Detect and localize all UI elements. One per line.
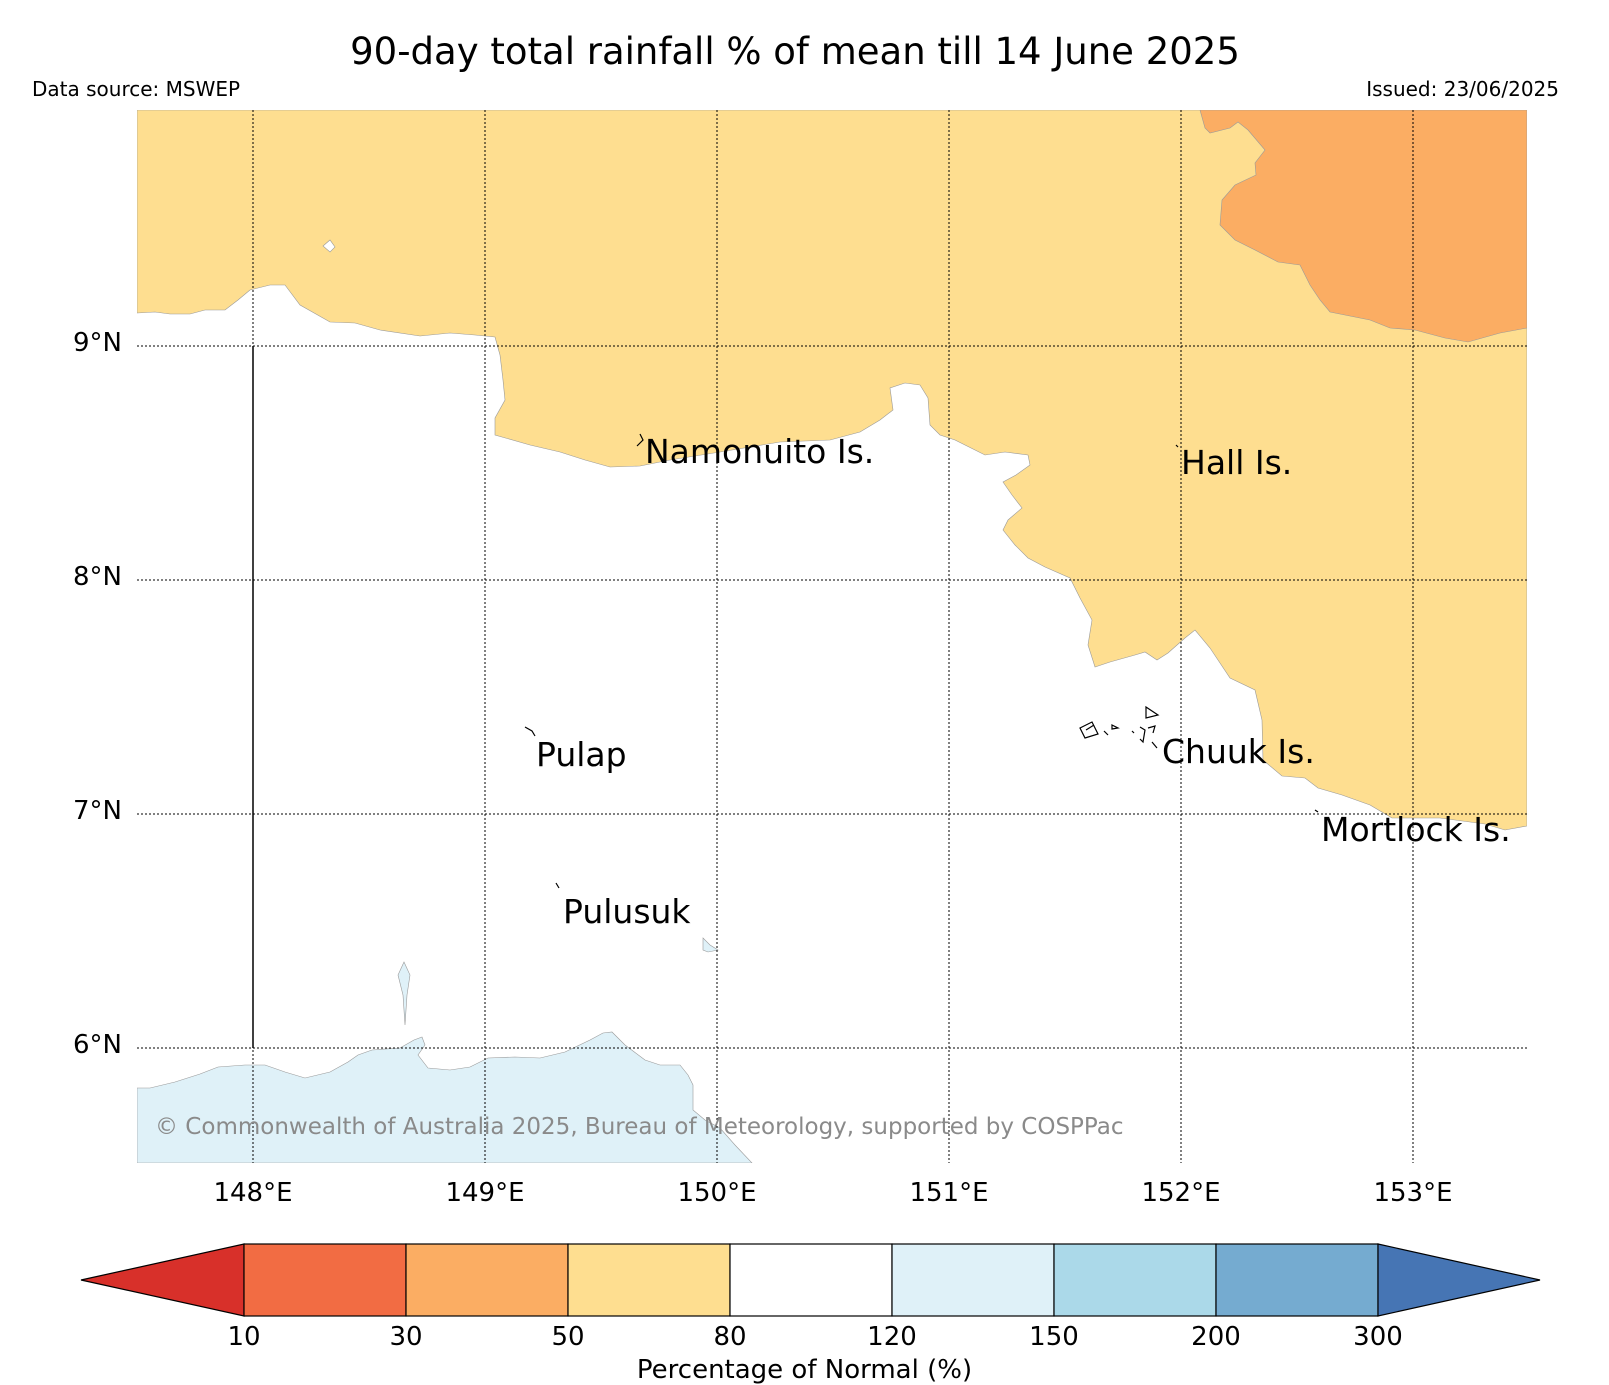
place-chuuk-islands: Chuuk Is. bbox=[1162, 732, 1315, 771]
lat-label-9n: 9°N bbox=[73, 328, 122, 358]
colorbar bbox=[80, 1243, 1541, 1317]
colorbar-tick-120: 120 bbox=[867, 1322, 917, 1352]
lat-label-6n: 6°N bbox=[73, 1030, 122, 1060]
place-pulusuk: Pulusuk bbox=[563, 892, 691, 931]
lon-label-148e: 148°E bbox=[213, 1178, 293, 1208]
lon-label-150e: 150°E bbox=[677, 1178, 757, 1208]
colorbar-segment-80-120 bbox=[729, 1243, 893, 1317]
colorbar-segment-50-80 bbox=[567, 1243, 731, 1317]
colorbar-extend-low bbox=[80, 1243, 245, 1317]
above-normal-patch-2 bbox=[702, 937, 719, 953]
colorbar-segment-200-300 bbox=[1215, 1243, 1379, 1317]
map-title: 90-day total rainfall % of mean till 14 … bbox=[350, 30, 1240, 73]
place-namonuito-islands: Namonuito Is. bbox=[645, 432, 875, 471]
colorbar-tick-10: 10 bbox=[227, 1322, 261, 1352]
island-outlines bbox=[524, 433, 1319, 889]
colorbar-tick-80: 80 bbox=[713, 1322, 747, 1352]
lon-label-149e: 149°E bbox=[445, 1178, 525, 1208]
copyright-notice: © Commonwealth of Australia 2025, Bureau… bbox=[155, 1114, 1124, 1140]
colorbar-tick-200: 200 bbox=[1191, 1322, 1241, 1352]
colorbar-label: Percentage of Normal (%) bbox=[636, 1355, 973, 1385]
lon-label-153e: 153°E bbox=[1373, 1178, 1453, 1208]
lat-label-7n: 7°N bbox=[73, 796, 122, 826]
above-normal-region-120-150 bbox=[137, 1031, 753, 1163]
colorbar-segment-30-50 bbox=[405, 1243, 569, 1317]
lake-hole bbox=[322, 239, 336, 253]
colorbar-extend-high bbox=[1377, 1243, 1541, 1317]
colorbar-segment-10-30 bbox=[243, 1243, 407, 1317]
below-normal-region-30-50 bbox=[1199, 110, 1527, 343]
lon-label-152e: 152°E bbox=[1141, 1178, 1221, 1208]
colorbar-tick-150: 150 bbox=[1029, 1322, 1079, 1352]
lon-label-151e: 151°E bbox=[909, 1178, 989, 1208]
lat-label-8n: 8°N bbox=[73, 562, 122, 592]
place-mortlock-islands: Mortlock Is. bbox=[1321, 810, 1511, 849]
colorbar-segment-150-200 bbox=[1053, 1243, 1217, 1317]
colorbar-segment-120-150 bbox=[891, 1243, 1055, 1317]
colorbar-tick-30: 30 bbox=[389, 1322, 423, 1352]
colorbar-tick-50: 50 bbox=[551, 1322, 585, 1352]
place-pulap: Pulap bbox=[536, 735, 627, 774]
colorbar-tick-300: 300 bbox=[1353, 1322, 1403, 1352]
data-source-label: Data source: MSWEP bbox=[32, 77, 241, 101]
issued-date-label: Issued: 23/06/2025 bbox=[1366, 77, 1559, 101]
above-normal-patch-1 bbox=[397, 961, 411, 1026]
place-hall-islands: Hall Is. bbox=[1181, 443, 1293, 482]
